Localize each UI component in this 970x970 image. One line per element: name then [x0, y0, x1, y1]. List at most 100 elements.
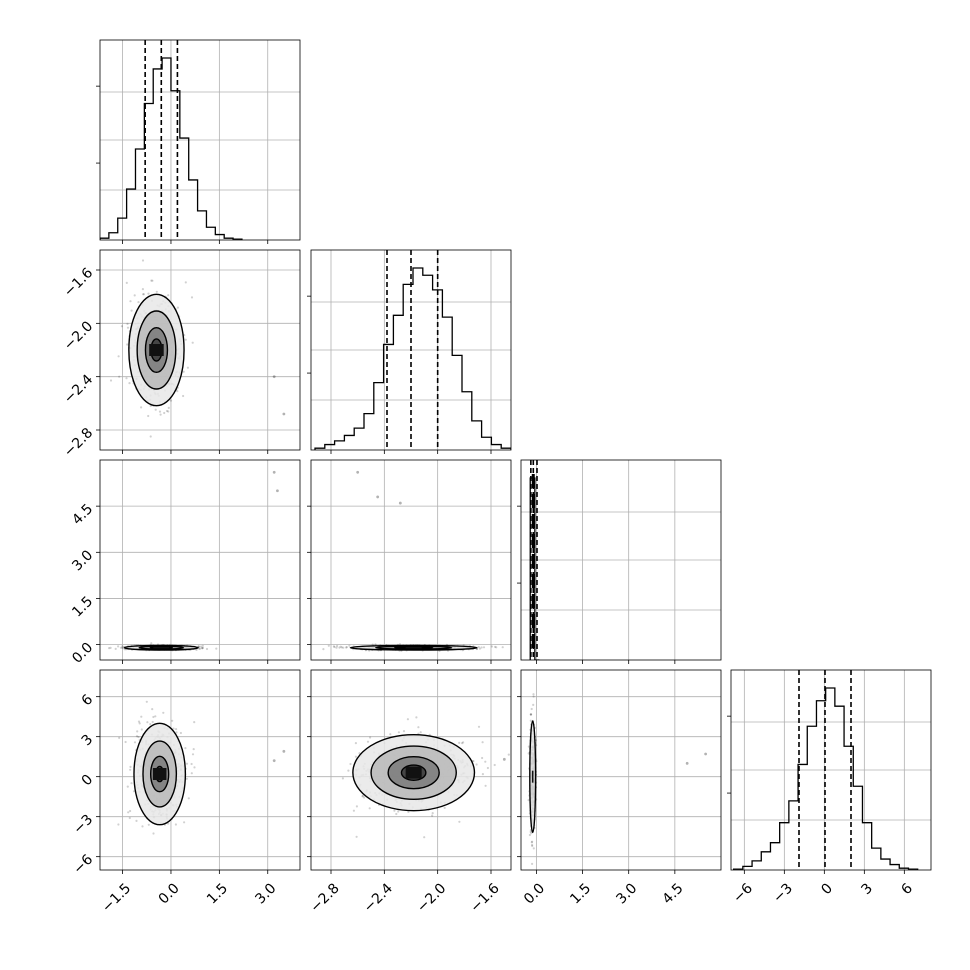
scatter-point	[171, 719, 174, 722]
scatter-point	[419, 731, 422, 734]
scatter-point	[477, 725, 481, 728]
axes-frame	[99, 249, 301, 451]
scatter-point	[117, 823, 120, 826]
scatter-point	[458, 741, 461, 745]
scatter-point	[406, 718, 409, 721]
scatter-point	[124, 740, 127, 744]
x-tick-label: 1.5	[204, 880, 231, 907]
scatter-content	[322, 470, 504, 653]
scatter-point	[341, 777, 344, 780]
outlier-point	[272, 470, 276, 474]
scatter-point	[327, 644, 330, 647]
y-tick-label: 1.5	[69, 593, 96, 620]
axes-frame	[99, 669, 301, 871]
scatter-panel-4-1	[96, 669, 301, 874]
scatter-content	[109, 259, 286, 438]
scatter-point	[175, 728, 178, 731]
scatter-point	[532, 693, 535, 696]
scatter-point	[462, 741, 465, 744]
scatter-point	[205, 647, 209, 651]
scatter-point	[136, 730, 139, 733]
scatter-point	[415, 716, 418, 719]
scatter-point	[126, 785, 129, 788]
y-tick-label: 3.0	[69, 547, 96, 574]
scatter-point	[342, 646, 345, 649]
scatter-panel-2-1	[96, 249, 301, 454]
scatter-point	[128, 382, 131, 385]
outlier-point	[276, 489, 279, 493]
scatter-point	[162, 711, 165, 714]
scatter-point	[141, 288, 144, 291]
scatter-point	[507, 753, 510, 756]
scatter-point	[531, 843, 534, 847]
scatter-point	[109, 646, 112, 650]
y-tick-label: 4.5	[69, 501, 96, 528]
y-tick-label: −1.6	[61, 265, 96, 300]
scatter-point	[140, 715, 143, 718]
scatter-point	[340, 646, 343, 649]
axes-frame	[99, 459, 301, 661]
scatter-point	[529, 830, 532, 834]
scatter-point	[133, 294, 136, 297]
histogram-steps	[100, 57, 243, 240]
scatter-point	[345, 646, 348, 649]
x-tick-label: −2.4	[361, 880, 396, 915]
scatter-point	[125, 281, 128, 284]
scatter-point	[397, 731, 400, 734]
scatter-point	[132, 790, 136, 793]
scatter-point	[129, 300, 132, 303]
scatter-point	[191, 753, 195, 756]
x-tick-label: 4.5	[660, 880, 687, 907]
scatter-point	[532, 695, 535, 698]
scatter-point	[151, 279, 154, 282]
outlier-point	[272, 375, 276, 379]
scatter-point	[175, 731, 178, 734]
scatter-point	[151, 708, 154, 711]
scatter-point	[530, 832, 533, 835]
scatter-point	[126, 343, 129, 346]
scatter-point	[172, 727, 175, 730]
outlier-point	[376, 495, 380, 499]
scatter-point	[133, 741, 137, 744]
scatter-point	[531, 844, 534, 848]
scatter-point	[484, 760, 487, 763]
outlier-point	[685, 761, 689, 765]
scatter-point	[529, 713, 532, 716]
scatter-point	[137, 735, 140, 739]
y-tick-label: 3	[79, 732, 97, 750]
scatter-point	[355, 835, 358, 838]
scatter-point	[531, 840, 534, 843]
scatter-point	[345, 646, 348, 649]
axes-frame	[99, 39, 301, 241]
scatter-point	[493, 763, 496, 767]
scatter-point	[530, 841, 533, 844]
scatter-point	[193, 766, 196, 769]
scatter-point	[480, 646, 483, 649]
x-tick-label: 0	[818, 880, 836, 898]
outlier-point	[282, 749, 286, 753]
scatter-point	[532, 847, 535, 850]
scatter-point	[461, 742, 464, 745]
scatter-point	[349, 762, 352, 766]
y-tick-label: −3	[70, 812, 96, 838]
outlier-point	[398, 501, 402, 505]
y-tick-label: −6	[70, 852, 96, 878]
scatter-point	[374, 643, 377, 646]
y-tick-label: −2.8	[61, 425, 96, 460]
outlier-point	[356, 470, 360, 474]
scatter-point	[184, 338, 187, 341]
scatter-point	[167, 294, 170, 297]
scatter-point	[490, 645, 493, 648]
y-tick-label: 0.0	[69, 640, 96, 667]
scatter-point	[527, 752, 530, 755]
axes-frame	[310, 459, 512, 661]
scatter-point	[129, 809, 132, 813]
x-tick-label: 1.5	[567, 880, 594, 907]
scatter-point	[389, 733, 392, 736]
scatter-point	[182, 370, 185, 373]
scatter-point	[494, 645, 497, 649]
scatter-point	[182, 394, 185, 398]
scatter-panel-3-2	[307, 459, 512, 664]
scatter-point	[141, 259, 145, 262]
